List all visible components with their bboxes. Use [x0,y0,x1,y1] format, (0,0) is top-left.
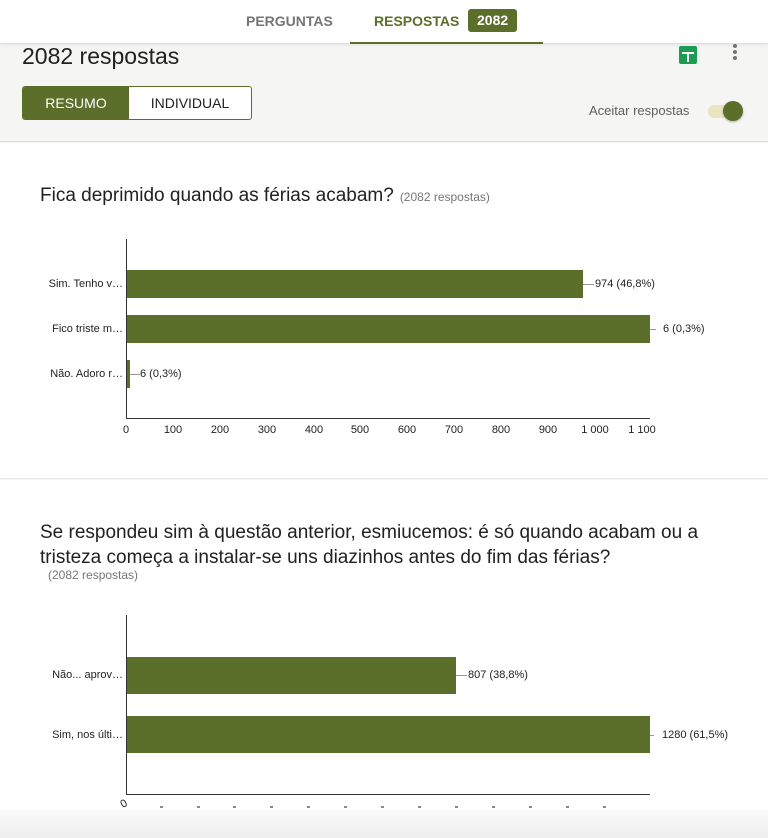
bar[interactable] [127,716,650,753]
leader-line [650,329,656,330]
tab-perguntas[interactable]: PERGUNTAS [246,13,333,29]
y-axis [126,615,127,795]
tick-label: 1 000 [581,424,609,436]
tick-label: 500 [350,424,370,436]
question-text: Fica deprimido quando as férias acabam? [40,185,394,206]
question-text-line2: tristeza começa a instalar-se uns diazin… [40,547,611,568]
tick-label: 200 [210,424,230,436]
leader-line [650,735,654,736]
tick-label: 700 [444,424,464,436]
question-card-2: Se respondeu sim à questão anterior, esm… [0,480,768,811]
bar[interactable] [127,360,130,388]
response-count: (2082 respostas) [399,190,490,204]
x-axis [126,418,650,419]
question-card-1: Fica deprimido quando as férias acabam? (… [0,143,768,479]
leader-line [130,374,140,375]
tick-label: 100 [163,424,183,436]
value-label: 1280 (61,5%) [662,729,729,741]
tick-label: 0 [122,424,130,436]
bar[interactable] [127,315,650,343]
tick-label: 900 [538,424,558,436]
view-segmented-control: RESUMO INDIVIDUAL [22,86,252,120]
top-nav: PERGUNTAS RESPOSTAS 2082 [0,0,768,44]
question-title: Fica deprimido quando as férias acabam? (… [40,183,490,210]
toggle-thumb [723,101,743,121]
leader-line [456,675,467,676]
tick-label: 600 [397,424,417,436]
accept-responses-toggle[interactable] [706,101,746,121]
tick-label: 1 100 [628,424,656,436]
resumo-button[interactable]: RESUMO [23,87,129,119]
category-label: Sim. Tenho v… [48,278,123,290]
x-axis [126,794,650,795]
response-count-badge: 2082 [468,9,518,32]
bar[interactable] [127,270,583,298]
tab-respostas-label: RESPOSTAS [374,13,460,29]
category-label: Sim, nos últi… [52,729,123,741]
responses-header: 2082 respostas RESUMO INDIVIDUAL Aceitar… [0,44,768,142]
bottom-fade [0,810,768,838]
more-vert-icon[interactable] [732,44,738,64]
tab-respostas[interactable]: RESPOSTAS 2082 [350,0,543,44]
category-label: Não... aprov… [52,669,123,681]
sheets-icon[interactable] [679,46,697,64]
tick-label: 400 [304,424,324,436]
page-title: 2082 respostas [22,43,180,69]
tick-label: 800 [491,424,511,436]
response-count: (2082 respostas) [48,568,139,582]
individual-button[interactable]: INDIVIDUAL [150,95,230,111]
bar[interactable] [127,657,456,694]
leader-line [583,284,594,285]
value-label: 6 (0,3%) [140,368,182,380]
question-text-line1: Se respondeu sim à questão anterior, esm… [40,522,699,543]
tick-label: 300 [257,424,277,436]
category-label: Não. Adoro r… [50,368,123,380]
value-label: 974 (46,8%) [595,278,655,290]
category-label: Fico triste m… [52,323,123,335]
y-axis [126,239,127,419]
question-title: Se respondeu sim à questão anterior, esm… [40,520,698,570]
value-label: 807 (38,8%) [468,669,528,681]
accept-responses-label: Aceitar respostas [589,103,690,118]
value-label: 6 (0,3%) [663,323,705,335]
